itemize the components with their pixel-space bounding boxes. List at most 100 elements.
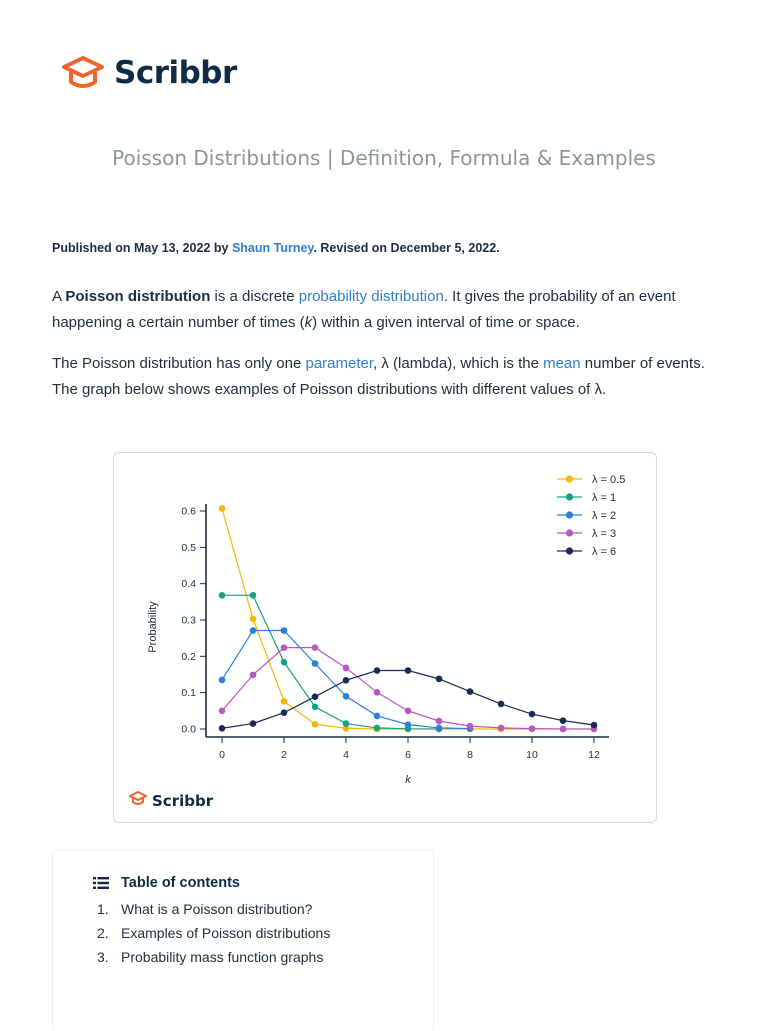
data-point [311, 644, 319, 651]
data-point [311, 660, 319, 667]
legend-item: λ = 3 [557, 528, 616, 540]
legend-marker [565, 475, 574, 483]
data-point [404, 667, 412, 674]
watermark-text: Scribbr [152, 792, 214, 810]
data-point [280, 709, 288, 716]
legend-marker [565, 529, 574, 537]
legend-marker [565, 547, 574, 555]
poisson-chart: 0.0 0.1 0.2 0.3 0.4 0.5 0.6 0 2 4 6 8 10 12 k Probabili… [129, 474, 625, 810]
x-tick-label: 12 [588, 749, 600, 761]
data-point [466, 722, 474, 730]
data-point [218, 707, 226, 715]
y-tick-label: 0.1 [181, 687, 196, 699]
x-tick-label: 6 [405, 749, 411, 761]
data-point [528, 710, 536, 718]
toc-item[interactable]: 2. Examples of Poisson distributions [97, 925, 331, 941]
data-point [218, 591, 226, 599]
data-point [280, 658, 288, 666]
data-point [311, 720, 319, 728]
x-tick-label: 0 [219, 749, 225, 761]
data-point [466, 688, 474, 695]
series-line [221, 669, 595, 729]
x-tick-label: 10 [526, 749, 538, 761]
series-0 [218, 505, 598, 733]
table-of-contents: Table of contents 1. What is a Poisson di… [52, 850, 434, 1031]
intro-paragraph: A Poisson distribution is a discrete pro… [52, 288, 676, 331]
legend-label: λ = 2 [592, 510, 616, 522]
series-4 [218, 667, 598, 732]
legend-label: λ = 1 [592, 492, 616, 504]
data-point [218, 724, 226, 732]
data-point [342, 693, 350, 700]
parameter-link[interactable]: parameter [305, 355, 374, 372]
data-point [559, 717, 567, 724]
x-tick-label: 2 [281, 749, 287, 761]
data-point [280, 644, 288, 651]
data-point [249, 627, 257, 634]
series-line [221, 647, 595, 730]
list-icon [93, 877, 109, 889]
poisson-chart-figure: 0.0 0.1 0.2 0.3 0.4 0.5 0.6 0 2 4 6 8 10 12 k Probabili… [113, 452, 657, 823]
toc-header: Table of contents [93, 875, 240, 891]
series-3 [218, 644, 598, 733]
logo-wordmark: Scribbr [114, 55, 237, 91]
toc-list: 1. What is a Poisson distribution? 2. Exam… [97, 897, 330, 969]
data-point [435, 717, 443, 725]
legend-item: λ = 1 [557, 492, 616, 504]
data-point [280, 627, 288, 634]
data-point [311, 693, 319, 700]
site-logo[interactable]: Scribbr [60, 54, 237, 92]
y-tick-label: 0.6 [181, 506, 196, 518]
data-point [404, 707, 412, 715]
page-title: Poisson Distributions | Definition, Form… [112, 146, 656, 170]
y-tick-label: 0.0 [181, 724, 196, 736]
mean-link[interactable]: mean [543, 355, 581, 372]
term-poisson-distribution: Poisson distribution [65, 288, 211, 305]
data-point [249, 591, 257, 599]
data-point [435, 724, 443, 732]
data-point [373, 689, 381, 696]
data-point [280, 698, 288, 705]
y-tick-label: 0.5 [181, 542, 196, 554]
legend-label: λ = 0.5 [592, 474, 625, 486]
data-point [249, 720, 257, 727]
data-point [435, 675, 443, 683]
toc-item[interactable]: 3. Probability mass function graphs [97, 949, 324, 965]
data-point [342, 664, 350, 672]
data-point [373, 667, 381, 674]
x-tick-label: 8 [467, 749, 473, 761]
legend-label: λ = 6 [592, 546, 616, 558]
data-point [559, 725, 567, 733]
legend-item: λ = 0.5 [557, 474, 625, 486]
y-tick-label: 0.2 [181, 651, 196, 663]
probability-distribution-link[interactable]: probability distribution [298, 288, 444, 305]
lambda-paragraph: The Poisson distribution has only one pa… [52, 355, 705, 398]
data-point [249, 671, 257, 679]
publication-info: Published on May 13, 2022 by Shaun Turne… [52, 241, 500, 255]
data-point [218, 676, 226, 684]
data-point [497, 700, 505, 708]
data-point [404, 721, 412, 728]
data-point [342, 724, 350, 732]
toc-item[interactable]: 1. What is a Poisson distribution? [97, 901, 313, 917]
x-tick-label: 4 [343, 749, 349, 761]
data-point [218, 505, 226, 512]
data-point [311, 703, 319, 711]
data-point [373, 724, 381, 732]
data-point [342, 720, 350, 727]
data-point [342, 677, 350, 684]
data-point [373, 712, 381, 720]
series-line [222, 594, 440, 730]
data-point [497, 724, 505, 732]
author-link[interactable]: Shaun Turney [231, 241, 314, 255]
graduation-cap-icon [62, 56, 104, 88]
x-axis-label: k [405, 774, 411, 786]
legend-item: λ = 6 [557, 546, 616, 558]
chart-watermark: Scribbr [129, 791, 214, 810]
data-point [528, 725, 536, 732]
legend-marker [565, 493, 574, 501]
toc-heading: Table of contents [121, 875, 240, 891]
y-tick-label: 0.3 [181, 615, 196, 627]
legend-label: λ = 3 [592, 528, 616, 540]
y-axis-label: Probability [147, 601, 159, 653]
